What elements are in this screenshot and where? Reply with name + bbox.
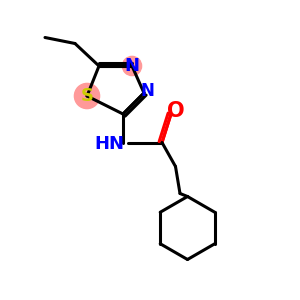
Circle shape <box>122 56 142 76</box>
Text: N: N <box>140 82 154 100</box>
Circle shape <box>74 83 100 109</box>
Text: N: N <box>124 57 140 75</box>
Text: HN: HN <box>94 135 124 153</box>
Text: O: O <box>167 101 184 121</box>
Text: S: S <box>80 87 94 105</box>
